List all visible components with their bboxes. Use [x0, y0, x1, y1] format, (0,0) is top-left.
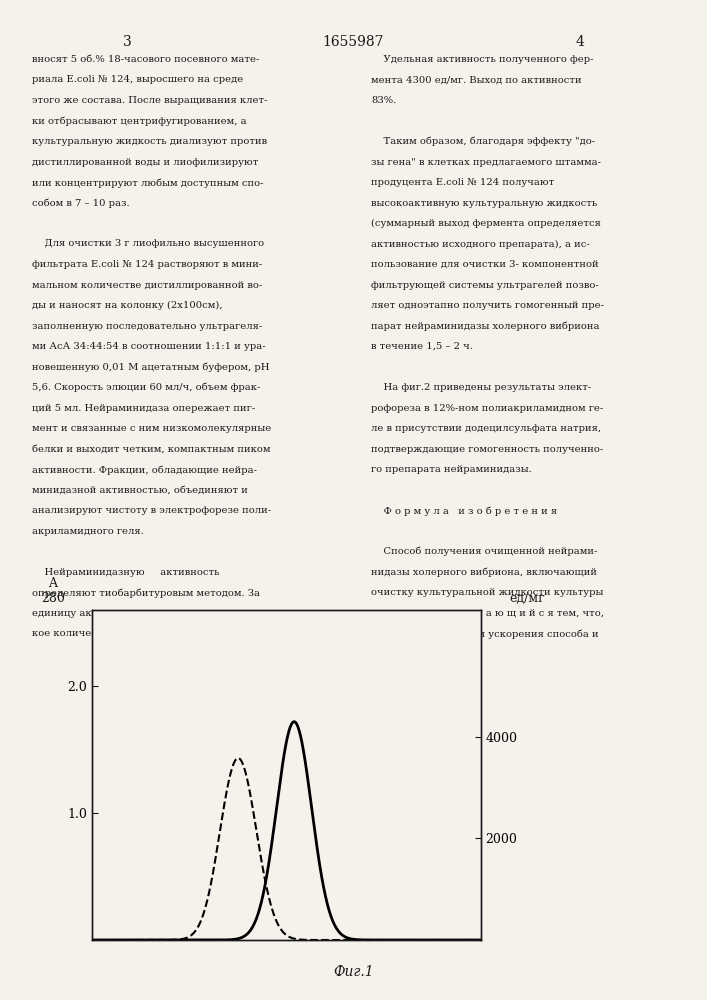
Text: 5,6. Скорость элюции 60 мл/ч, объем фрак-: 5,6. Скорость элюции 60 мл/ч, объем фрак…	[32, 383, 260, 392]
Text: очистку культуральной жидкости культуры: очистку культуральной жидкости культуры	[371, 588, 604, 597]
Text: го препарата нейраминидазы.: го препарата нейраминидазы.	[371, 465, 532, 474]
Text: Ф о р м у л а   и з о б р е т е н и я: Ф о р м у л а и з о б р е т е н и я	[371, 506, 557, 516]
Text: культуральную жидкость диализуют против: культуральную жидкость диализуют против	[32, 137, 267, 146]
Text: 83%.: 83%.	[371, 96, 397, 105]
Text: мент и связанные с ним низкомолекулярные: мент и связанные с ним низкомолекулярные	[32, 424, 271, 433]
Text: этого же состава. После выращивания клет-: этого же состава. После выращивания клет…	[32, 96, 267, 105]
Text: нидазы холерного вибриона, включающий: нидазы холерного вибриона, включающий	[371, 568, 597, 577]
Text: кое количество фермента, которое отщепля-: кое количество фермента, которое отщепля…	[32, 629, 270, 638]
Text: ми АсА 34:44:54 в соотношении 1:1:1 и ура-: ми АсА 34:44:54 в соотношении 1:1:1 и ур…	[32, 342, 265, 351]
Text: акриламидного геля.: акриламидного геля.	[32, 526, 144, 536]
Text: активности. Фракции, обладающие нейра-: активности. Фракции, обладающие нейра-	[32, 465, 257, 475]
Text: мальном количестве дистиллированной во-: мальном количестве дистиллированной во-	[32, 281, 262, 290]
Text: зы гена" в клетках предлагаемого штамма-: зы гена" в клетках предлагаемого штамма-	[371, 158, 601, 167]
Text: дистиллированной воды и лиофилизируют: дистиллированной воды и лиофилизируют	[32, 158, 258, 167]
Text: ляет одноэтапно получить гомогенный пре-: ляет одноэтапно получить гомогенный пре-	[371, 301, 604, 310]
Text: ки отбрасывают центрифугированием, а: ки отбрасывают центрифугированием, а	[32, 116, 247, 126]
Text: Способ получения очищенной нейрами-: Способ получения очищенной нейрами-	[371, 547, 597, 556]
Text: 1655987: 1655987	[323, 35, 384, 49]
Text: новешенную 0,01 М ацетатным буфером, рН: новешенную 0,01 М ацетатным буфером, рН	[32, 362, 269, 372]
Text: ды и наносят на колонку (2х100см),: ды и наносят на колонку (2х100см),	[32, 301, 223, 310]
Text: парат нейраминидазы холерного вибриона: парат нейраминидазы холерного вибриона	[371, 322, 600, 331]
Text: высокоактивную культуральную жидкость: высокоактивную культуральную жидкость	[371, 199, 597, 208]
Text: Удельная активность полученного фер-: Удельная активность полученного фер-	[371, 55, 594, 64]
Text: Фиг.1: Фиг.1	[333, 965, 374, 979]
Text: ед/мг: ед/мг	[509, 592, 544, 605]
Text: Нейраминидазную     активность: Нейраминидазную активность	[32, 568, 219, 577]
Text: (суммарный выход фермента определяется: (суммарный выход фермента определяется	[371, 219, 601, 228]
Text: подтверждающие гомогенность полученно-: подтверждающие гомогенность полученно-	[371, 445, 604, 454]
Text: 4: 4	[575, 35, 584, 49]
Text: На фиг.2 приведены результаты элект-: На фиг.2 приведены результаты элект-	[371, 383, 592, 392]
Text: A
280: A 280	[41, 577, 65, 605]
Text: продуцента E.coli № 124 получают: продуцента E.coli № 124 получают	[371, 178, 554, 187]
Text: мента 4300 ед/мг. Выход по активности: мента 4300 ед/мг. Выход по активности	[371, 76, 582, 85]
Text: рофореза в 12%-ном полиакриламидном ге-: рофореза в 12%-ном полиакриламидном ге-	[371, 404, 604, 413]
Text: ций 5 мл. Нейраминидаза опережает пиг-: ций 5 мл. Нейраминидаза опережает пиг-	[32, 404, 255, 413]
Text: риала E.coli № 124, выросшего на среде: риала E.coli № 124, выросшего на среде	[32, 76, 243, 85]
Text: вносят 5 об.% 18-часового посевного мате-: вносят 5 об.% 18-часового посевного мате…	[32, 55, 259, 64]
Text: фильтрующей системы ультрагелей позво-: фильтрующей системы ультрагелей позво-	[371, 281, 599, 290]
Text: пользование для очистки 3- компонентной: пользование для очистки 3- компонентной	[371, 260, 599, 269]
Text: определяют тиобарбитуровым методом. За: определяют тиобарбитуровым методом. За	[32, 588, 259, 598]
Text: Таким образом, благодаря эффекту "до-: Таким образом, благодаря эффекту "до-	[371, 137, 595, 146]
Text: активностью исходного препарата), а ис-: активностью исходного препарата), а ис-	[371, 239, 590, 249]
Text: в течение 1,5 – 2 ч.: в течение 1,5 – 2 ч.	[371, 342, 473, 351]
Text: ле в присутствии додецилсульфата натрия,: ле в присутствии додецилсульфата натрия,	[371, 424, 601, 433]
Text: или концентрируют любым доступным спо-: или концентрируют любым доступным спо-	[32, 178, 263, 188]
Text: минидазной активностью, объединяют и: минидазной активностью, объединяют и	[32, 486, 247, 494]
Text: 1: 1	[207, 792, 216, 805]
Text: единицу активности принимают также та-: единицу активности принимают также та-	[32, 608, 258, 618]
Text: белки и выходит четким, компактным пиком: белки и выходит четким, компактным пиком	[32, 445, 270, 454]
Text: анализируют чистоту в электрофорезе поли-: анализируют чистоту в электрофорезе поли…	[32, 506, 271, 515]
Text: с целью упрощения и ускорения способа и: с целью упрощения и ускорения способа и	[371, 629, 599, 639]
Text: фильтрата E.coli № 124 растворяют в мини-: фильтрата E.coli № 124 растворяют в мини…	[32, 260, 262, 269]
Text: 3: 3	[123, 35, 132, 49]
Text: Для очистки 3 г лиофильно высушенного: Для очистки 3 г лиофильно высушенного	[32, 239, 264, 248]
Text: продуцента, о т л и ч а ю щ и й с я тем, что,: продуцента, о т л и ч а ю щ и й с я тем,…	[371, 608, 604, 618]
Text: 2: 2	[312, 663, 320, 676]
Text: собом в 7 – 10 раз.: собом в 7 – 10 раз.	[32, 199, 129, 208]
Text: заполненную последовательно ультрагеля-: заполненную последовательно ультрагеля-	[32, 322, 262, 331]
